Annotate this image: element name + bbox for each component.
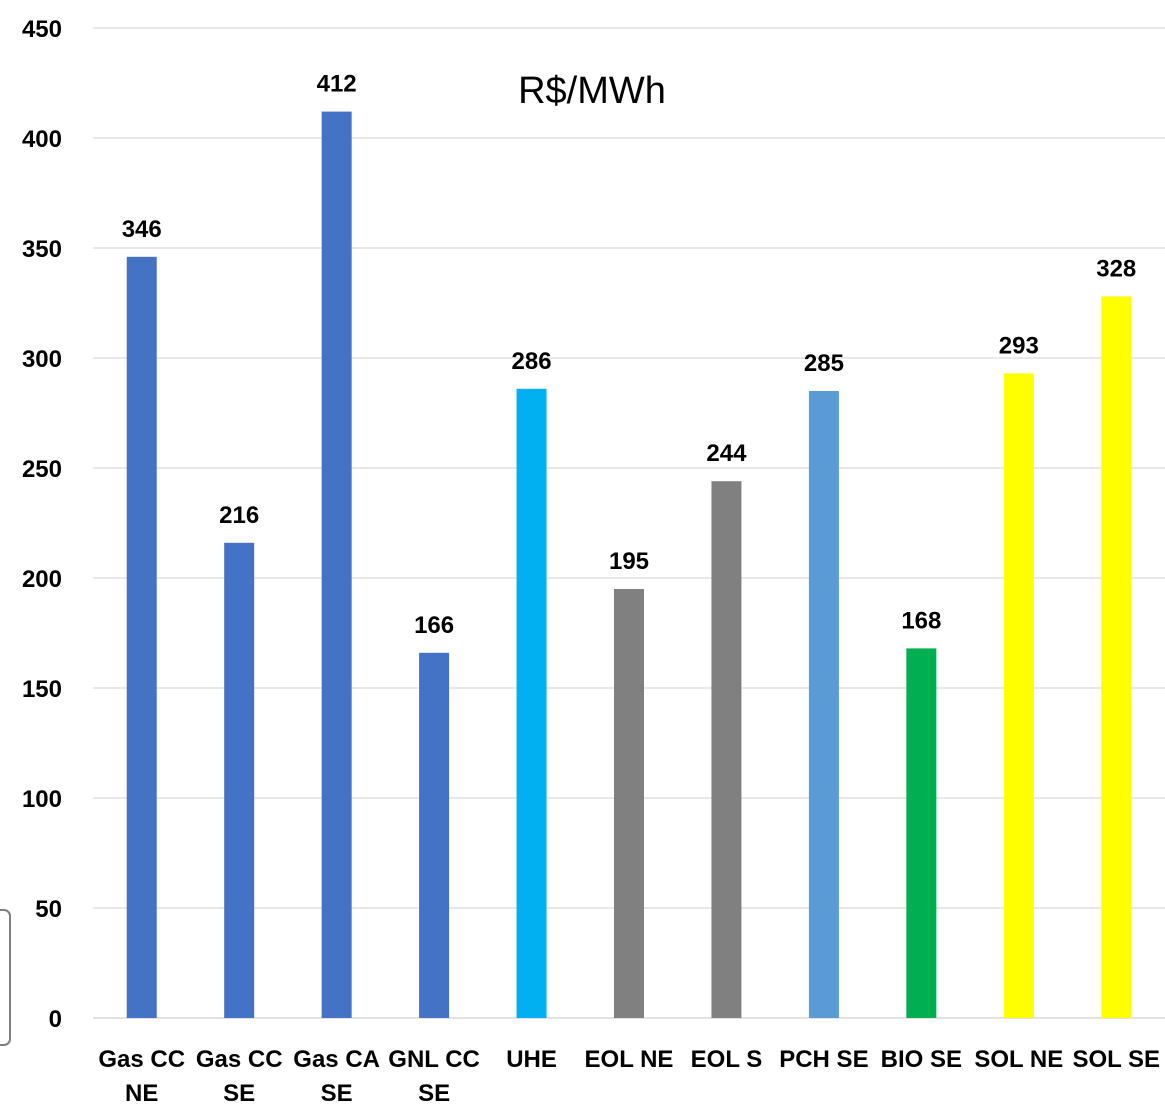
y-tick-label: 100 <box>22 786 62 813</box>
category-label: Gas CC <box>98 1046 185 1073</box>
bars <box>126 111 1132 1019</box>
bar <box>126 256 157 1018</box>
data-labels: 346 216 412 166 286 195 244 285 168 293 328 <box>122 71 1137 639</box>
category-label: SE <box>321 1080 353 1107</box>
bar <box>419 652 450 1018</box>
unit-label: R$/MWh <box>518 70 666 112</box>
bar <box>516 388 547 1018</box>
bar <box>1003 373 1034 1018</box>
bar <box>808 391 839 1018</box>
y-tick-label: 400 <box>22 126 62 153</box>
y-tick-label: 300 <box>22 346 62 373</box>
data-label: 286 <box>512 348 552 375</box>
y-tick-label: 50 <box>35 896 62 923</box>
data-label: 346 <box>122 216 162 243</box>
category-label: SOL SE <box>1072 1046 1160 1073</box>
data-label: 195 <box>609 548 649 575</box>
bar <box>224 542 255 1018</box>
category-label: NE <box>125 1080 158 1107</box>
data-label: 293 <box>999 332 1039 359</box>
category-label: UHE <box>506 1046 557 1073</box>
y-tick-label: 0 <box>49 1006 62 1033</box>
y-tick-label: 350 <box>22 236 62 263</box>
data-label: 328 <box>1096 255 1136 282</box>
data-label: 166 <box>414 612 454 639</box>
data-label: 412 <box>317 71 357 98</box>
category-label: BIO SE <box>881 1046 962 1073</box>
data-label: 244 <box>706 440 747 467</box>
category-label: PCH SE <box>779 1046 868 1073</box>
bar <box>614 589 644 1018</box>
data-label: 216 <box>219 502 259 529</box>
y-tick-label: 150 <box>22 676 62 703</box>
data-label: 168 <box>901 607 941 634</box>
category-label: EOL NE <box>585 1046 674 1073</box>
category-label: Gas CC <box>196 1046 283 1073</box>
category-label: EOL S <box>691 1046 763 1073</box>
grid-layer <box>93 27 1165 1019</box>
y-tick-label: 200 <box>22 566 62 593</box>
left-edge-frame <box>0 909 11 1046</box>
bar <box>711 481 742 1018</box>
category-label: SE <box>223 1080 255 1107</box>
bar <box>1101 296 1132 1018</box>
category-label: SOL NE <box>974 1046 1063 1073</box>
category-label: SE <box>418 1080 450 1107</box>
category-label: GNL CC <box>388 1046 480 1073</box>
category-label: Gas CA <box>293 1046 380 1073</box>
y-tick-labels: 0 50 100 150 200 250 300 350 400 450 <box>22 16 62 1033</box>
y-tick-label: 250 <box>22 456 62 483</box>
y-tick-label: 450 <box>22 16 62 43</box>
bar <box>321 111 352 1019</box>
data-label: 285 <box>804 350 844 377</box>
category-labels: Gas CC NE Gas CC SE Gas CA SE GNL CC SE UHE EOL N… <box>98 1046 1160 1107</box>
bar <box>906 648 937 1018</box>
